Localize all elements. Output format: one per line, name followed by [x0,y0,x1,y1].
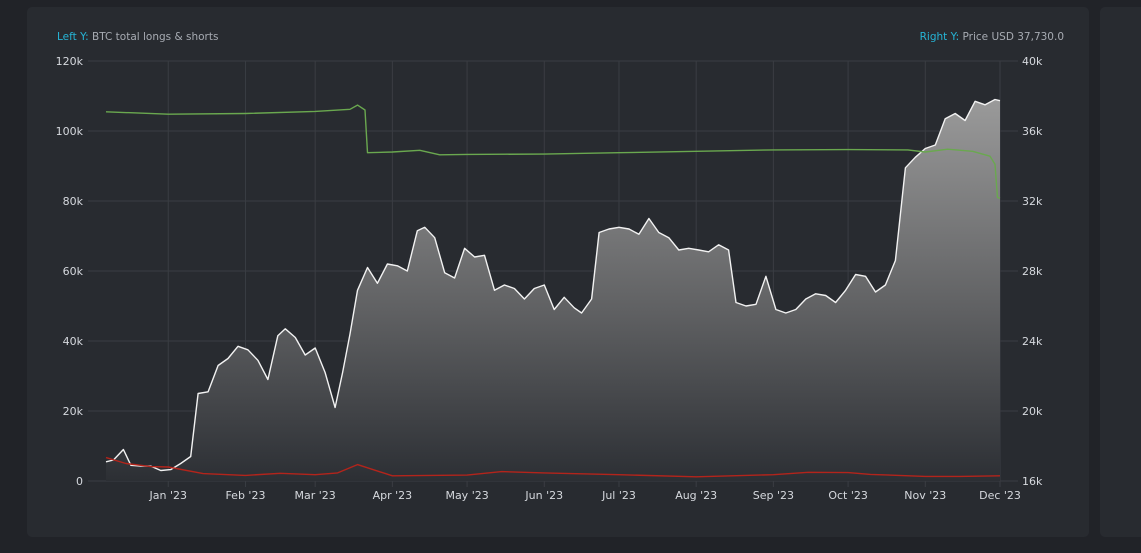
x-tick: Oct '23 [828,489,868,502]
x-tick: May '23 [445,489,488,502]
right-axis-label: Price USD 37,730.0 [962,31,1064,43]
right-y-tick: 32k [1022,195,1043,208]
left-y-tick: 100k [56,125,84,138]
x-tick: Mar '23 [295,489,336,502]
adjacent-panel [1100,7,1141,537]
longs-line [105,104,1001,199]
price-area [106,99,1000,481]
left-y-axis: 0 20k 40k 60k 80k 100k 120k [56,55,84,488]
x-tick: Feb '23 [225,489,265,502]
right-y-tick: 40k [1022,55,1043,68]
right-y-tick: 20k [1022,405,1043,418]
x-tick: Apr '23 [373,489,413,502]
left-y-tick: 0 [76,475,83,488]
shorts-line [105,456,1001,478]
right-y-tick: 36k [1022,125,1043,138]
right-axis-key: Right Y: [919,31,960,43]
x-tick: Jan '23 [149,489,187,502]
right-y-axis: 16k 20k 24k 28k 32k 36k 40k [1022,55,1043,488]
left-y-tick: 40k [63,335,84,348]
x-tick: Nov '23 [904,489,946,502]
left-y-tick: 20k [63,405,84,418]
left-y-tick: 80k [63,195,84,208]
x-tick: Aug '23 [675,489,717,502]
x-axis: Jan '23 Feb '23 Mar '23 Apr '23 May '23 Jun '… [149,489,1021,502]
x-tick: Jul '23 [601,489,636,502]
x-tick: Sep '23 [753,489,794,502]
series-lines [105,98,1001,478]
right-y-tick: 28k [1022,265,1043,278]
left-y-tick: 60k [63,265,84,278]
left-axis-label: BTC total longs & shorts [92,31,219,43]
right-axis-legend: Right Y: Price USD 37,730.0 [920,31,1064,43]
left-axis-legend: Left Y: BTC total longs & shorts [57,31,218,43]
price-line [105,98,1001,472]
right-y-tick: 16k [1022,475,1043,488]
x-tick: Jun '23 [524,489,563,502]
left-y-tick: 120k [56,55,84,68]
right-y-tick: 24k [1022,335,1043,348]
x-tick: Dec '23 [979,489,1021,502]
left-axis-key: Left Y: [57,31,89,43]
